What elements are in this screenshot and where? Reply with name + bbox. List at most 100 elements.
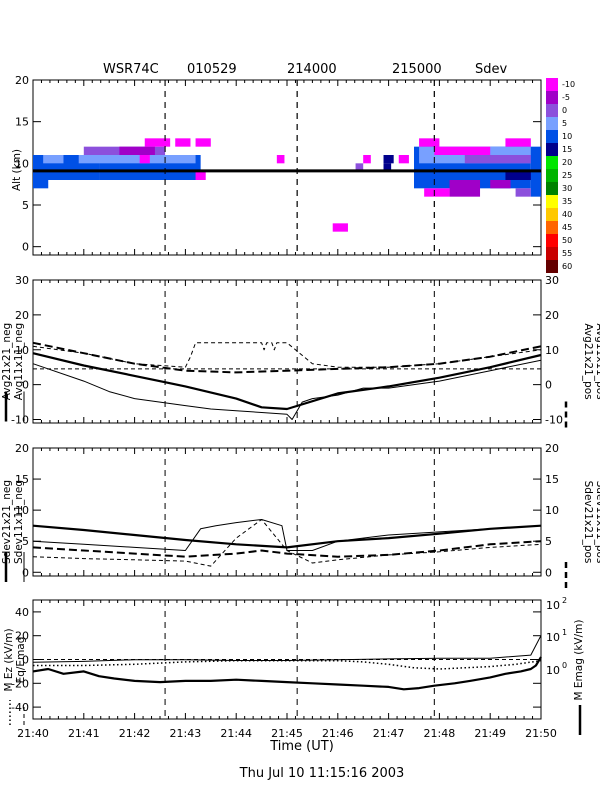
panel-1-ytick-label: 15: [15, 116, 29, 129]
x-tick-label: 21:47: [373, 727, 405, 740]
panel-3-ylabel-left-1: Sdev21x21_neg: [1, 480, 13, 564]
panel-3-ytick-label-right: 10: [545, 504, 559, 517]
colorbar-label: 15: [562, 145, 572, 154]
colorbar-label: 35: [562, 197, 572, 206]
title-field: Sdev: [475, 62, 508, 77]
panel-1-ytick-label: 0: [22, 241, 29, 254]
heatmap-cell: [383, 163, 392, 172]
colorbar-swatch: [546, 169, 558, 182]
title-time-end: 215000: [392, 62, 442, 77]
heatmap-cell: [43, 155, 64, 164]
panel-4-right-axis-base: 10: [546, 599, 560, 612]
colorbar-swatch: [546, 104, 558, 117]
series-line-avg11x11-pos: [32, 342, 542, 368]
heatmap-cell: [464, 155, 531, 164]
panel-4-right-axis-exponent: 2: [562, 596, 567, 605]
panel-3-ytick-label-right: 20: [545, 442, 559, 455]
heatmap-cell: [424, 188, 450, 197]
heatmap-cell: [490, 180, 511, 189]
footer-timestamp: Thu Jul 10 11:15:16 2003: [239, 766, 405, 781]
colorbar-label: 45: [562, 223, 572, 232]
panel-3-ytick-label: 0: [22, 566, 29, 579]
heatmap-cell: [119, 146, 155, 155]
heatmap-cell: [505, 138, 531, 147]
panel-3-ytick-label: 20: [15, 442, 29, 455]
colorbar-swatch: [546, 130, 558, 143]
heatmap-cell: [144, 138, 171, 147]
panel-4-ylabel-right: M Emag (kV/m): [573, 620, 585, 701]
colorbar-label: 5: [562, 119, 567, 128]
colorbar-label: 20: [562, 158, 572, 167]
colorbar-swatch: [546, 156, 558, 169]
panel-3-ylabel-right-2: Sdev11x11_pos: [594, 481, 600, 564]
panel-3-frame: [32, 447, 542, 577]
panel-3-ytick-label: 5: [22, 535, 29, 548]
colorbar-swatch: [546, 247, 558, 260]
panel-3-ytick-label: 10: [15, 504, 29, 517]
heatmap-cell: [419, 138, 440, 147]
colorbar-label: 0: [562, 106, 567, 115]
x-tick-label: 21:50: [525, 727, 557, 740]
colorbar-swatch: [546, 195, 558, 208]
title-date: 010529: [187, 62, 237, 77]
panel-3-ylabel-left-2: Sdev11x11_neg: [13, 480, 25, 564]
heatmap-cell: [139, 155, 150, 164]
panel-2-ytick-label: -10: [11, 414, 29, 427]
series-line-avg21x21-neg: [32, 352, 542, 411]
panel-1-ytick-label: 20: [15, 74, 29, 87]
panel-2-ylabel-right-2: Avg11x11_pos: [594, 323, 600, 399]
panel-3-ytick-label: 15: [15, 473, 29, 486]
series-line-sdev11x11-neg: [32, 519, 542, 551]
panel-3-ytick-label-right: 0: [545, 566, 552, 579]
heatmap-cell: [195, 171, 206, 180]
x-tick-label: 21:44: [220, 727, 252, 740]
colorbar-label: 25: [562, 171, 572, 180]
series-line-sdev21x21-pos: [32, 540, 542, 558]
panel-2-frame: [32, 279, 542, 424]
x-tick-label: 21:49: [474, 727, 506, 740]
panel-2-ytick-label: 0: [22, 379, 29, 392]
series-line-eq-emag: [33, 659, 542, 670]
heatmap-cell: [355, 163, 364, 172]
panel-3-ytick-label-right: 5: [545, 535, 552, 548]
series-line-avg21x21-pos: [32, 341, 542, 374]
panel-2-ylabel-left-2: Avg11x11_neg: [13, 323, 25, 400]
series-line-m-ez: [32, 656, 542, 691]
panel-1-ylabel: Alt (km): [11, 149, 23, 191]
heatmap-cell: [332, 223, 348, 232]
series-line-m-emag: [32, 635, 542, 663]
colorbar-label: -10: [562, 80, 575, 89]
heatmap-cell: [449, 180, 481, 197]
panel-4-right-axis-base: 10: [546, 664, 560, 677]
panel-2-ytick-label-right: 10: [545, 344, 559, 357]
panel-1-ytick-label: 5: [22, 199, 29, 212]
colorbar-label: 30: [562, 184, 572, 193]
colorbar-swatch: [546, 260, 558, 273]
panel-4-ytick-label: 0: [22, 654, 29, 667]
heatmap-cell: [383, 155, 394, 164]
panel-3-ylabel-right-1: Sdev21x21_pos: [582, 481, 594, 564]
panel-1-ytick-label: 10: [15, 157, 29, 170]
series-line-sdev21x21-neg: [32, 524, 542, 549]
colorbar-label: 10: [562, 132, 572, 141]
panel-4-ylabel-left-2: Eq/Emag: [15, 637, 27, 684]
heatmap-cell: [363, 155, 371, 164]
x-axis-title: Time (UT): [269, 739, 334, 754]
heatmap-cell: [398, 155, 409, 164]
colorbar-swatch: [546, 143, 558, 156]
x-tick-label: 21:42: [119, 727, 151, 740]
panel-4-right-axis-exponent: 0: [562, 661, 567, 670]
heatmap-cell: [33, 180, 49, 189]
panel-2-ytick-label-right: -10: [545, 414, 563, 427]
heatmap-cell: [434, 146, 491, 155]
colorbar-swatch: [546, 78, 558, 91]
panel-4-ylabel-left-1: M Ez (kV/m): [3, 628, 15, 691]
x-tick-label: 21:41: [68, 727, 100, 740]
panel-3-ytick-label-right: 15: [545, 473, 559, 486]
colorbar-label: 60: [562, 262, 572, 271]
panel-4-right-axis-exponent: 1: [562, 628, 567, 637]
panel-4-right-axis-base: 10: [546, 631, 560, 644]
colorbar-label: 50: [562, 236, 572, 245]
